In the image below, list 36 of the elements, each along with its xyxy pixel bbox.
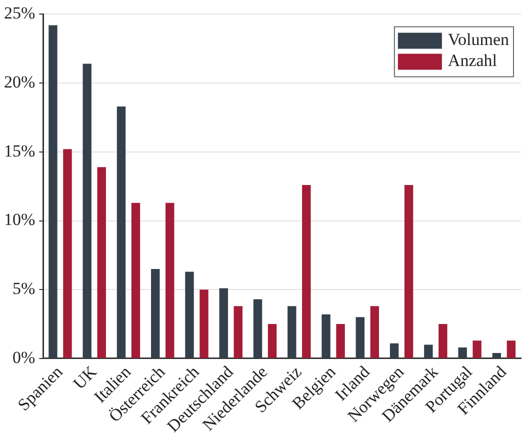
bar (166, 202, 174, 358)
legend-label: Anzahl (448, 51, 498, 70)
bar (268, 324, 277, 358)
bar (472, 340, 482, 358)
bar (82, 64, 92, 358)
bar (288, 306, 296, 358)
bar (458, 347, 467, 358)
bar (63, 149, 72, 358)
bar (151, 268, 160, 358)
bar (200, 290, 208, 358)
bar (492, 352, 502, 358)
y-tick-label: 10% (4, 210, 36, 230)
bar (185, 272, 194, 358)
bar (438, 324, 448, 358)
bar (356, 317, 365, 358)
bar (390, 343, 399, 358)
y-tick-label: 5% (12, 279, 36, 298)
y-tick-label: 20% (4, 72, 36, 92)
y-tick-label: 15% (4, 141, 36, 160)
bar (253, 299, 262, 358)
legend-label: Volumen (448, 30, 510, 50)
bar (404, 184, 414, 358)
bar (302, 184, 311, 358)
bar (116, 106, 126, 358)
bar (219, 288, 228, 358)
bar (131, 202, 140, 358)
y-tick-label: 25% (4, 4, 36, 23)
y-tick-label: 0% (12, 348, 36, 367)
bar (322, 314, 330, 358)
bar (48, 25, 58, 358)
bar (97, 167, 106, 358)
bar (336, 324, 345, 358)
bar (370, 306, 380, 358)
bar (234, 306, 242, 358)
bar (424, 344, 433, 358)
bar (506, 340, 516, 358)
